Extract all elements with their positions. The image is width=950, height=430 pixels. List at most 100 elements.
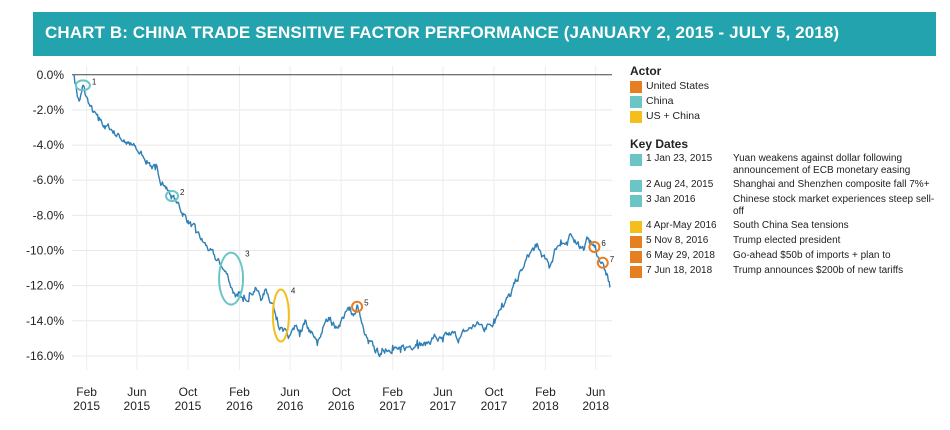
actor-label: US + China [646, 110, 700, 122]
x-tick-label: 2018 [582, 399, 609, 413]
keydate-date: Aug 24, 2015 [653, 179, 714, 190]
keydate-entry: 1 Jan 23, 2015 Yuan weakens against dolla… [630, 153, 940, 177]
keydate-label: 2 Aug 24, 2015 [646, 179, 733, 191]
keydate-swatch [630, 236, 642, 248]
legend-keydates-title: Key Dates [630, 137, 689, 151]
annotation-number: 4 [291, 287, 296, 296]
y-tick-label: -4.0% [33, 138, 65, 152]
keydate-number: 7 [646, 265, 652, 276]
keydate-entry: 2 Aug 24, 2015 Shanghai and Shenzhen comp… [630, 179, 940, 192]
x-tick-label: Jun [127, 385, 146, 399]
annotation-circle [271, 288, 290, 343]
annotation-circle [165, 190, 180, 203]
keydate-entry: 6 May 29, 2018 Go-ahead $50b of imports +… [630, 250, 940, 263]
actor-swatch [630, 111, 642, 123]
keydate-description: Trump elected president [733, 235, 841, 246]
keydate-label: 4 Apr-May 2016 [646, 220, 733, 232]
annotation-circle [218, 251, 245, 306]
legend-actor-title: Actor [630, 64, 662, 78]
x-tick-label: 2017 [379, 399, 406, 413]
keydate-swatch [630, 195, 642, 207]
keydate-label: 7 Jun 18, 2018 [646, 265, 733, 277]
keydate-date: Jan 23, 2015 [654, 153, 713, 164]
annotation-number: 5 [364, 299, 369, 308]
x-tick-label: Feb [535, 385, 556, 399]
annotation-circle [74, 79, 91, 92]
series-line [73, 74, 611, 358]
actor-list: United States China US + China [630, 80, 940, 123]
keydate-date: Jan 2016 [654, 194, 696, 205]
keydate-label: 5 Nov 8, 2016 [646, 235, 733, 247]
x-tick-label: 2016 [277, 399, 304, 413]
x-tick-label: 2015 [175, 399, 202, 413]
annotation-number: 3 [245, 250, 250, 259]
actor-entry: China [630, 95, 940, 108]
keydate-number: 2 [646, 179, 652, 190]
keydate-description: Yuan weakens against dollar following an… [733, 153, 911, 176]
keydate-entry: 3 Jan 2016 Chinese stock market experienc… [630, 194, 940, 218]
keydate-description: South China Sea tensions [733, 220, 849, 231]
x-tick-label: 2016 [226, 399, 253, 413]
keydate-description: Go-ahead $50b of imports + plan to [733, 250, 891, 261]
actor-label: China [646, 95, 674, 107]
keydate-swatch [630, 180, 642, 192]
keydate-swatch [630, 266, 642, 278]
x-tick-label: Oct [332, 385, 351, 399]
y-tick-label: -8.0% [33, 208, 65, 222]
keydate-swatch [630, 221, 642, 233]
keydate-list: 1 Jan 23, 2015 Yuan weakens against dolla… [630, 153, 940, 278]
title-banner: CHART B: CHINA TRADE SENSITIVE FACTOR PE… [33, 12, 936, 56]
keydate-entry: 7 Jun 18, 2018 Trump announces $200b of n… [630, 265, 940, 278]
keydate-number: 4 [646, 220, 652, 231]
y-tick-label: -2.0% [33, 103, 65, 117]
actor-label: United States [646, 80, 710, 92]
y-tick-label: -6.0% [33, 173, 65, 187]
x-tick-label: Jun [586, 385, 605, 399]
annotation-circle [596, 256, 609, 269]
keydate-label: 6 May 29, 2018 [646, 250, 733, 262]
y-tick-label: -16.0% [26, 349, 64, 363]
actor-entry: US + China [630, 110, 940, 123]
keydate-entry: 4 Apr-May 2016 South China Sea tensions [630, 220, 940, 233]
x-tick-label: Jun [433, 385, 452, 399]
annotation-circle [351, 300, 364, 313]
x-tick-label: 2015 [124, 399, 151, 413]
y-tick-label: -12.0% [26, 279, 64, 293]
legend: Actor United States China US + China Key D… [630, 64, 940, 278]
chart-title: CHART B: CHINA TRADE SENSITIVE FACTOR PE… [45, 23, 840, 42]
keydate-description: Trump announces $200b of new tariffs [733, 265, 904, 276]
line-chart: 0.0% -2.0% -4.0% -6.0% -8.0% -10.0% -12.0% -14.… [26, 66, 615, 413]
annotation-number: 7 [610, 255, 615, 264]
y-tick-label: -14.0% [26, 314, 64, 328]
x-tick-label: 2017 [481, 399, 508, 413]
y-tick-label: -10.0% [26, 244, 64, 258]
keydate-swatch [630, 154, 642, 166]
actor-entry: United States [630, 80, 940, 93]
keydate-number: 1 [646, 153, 652, 164]
keydate-number: 6 [646, 250, 652, 261]
keydate-entry: 5 Nov 8, 2016 Trump elected president [630, 235, 940, 248]
x-tick-label: Jun [280, 385, 299, 399]
annotation-circle [588, 240, 601, 253]
x-tick-label: Feb [382, 385, 403, 399]
x-tick-label: Oct [485, 385, 504, 399]
keydate-swatch [630, 251, 642, 263]
x-tick-label: 2018 [532, 399, 559, 413]
keydate-label: 1 Jan 23, 2015 [646, 153, 733, 165]
keydate-label: 3 Jan 2016 [646, 194, 733, 206]
actor-swatch [630, 96, 642, 108]
x-tick-label: 2015 [73, 399, 100, 413]
keydate-date: May 29, 2018 [654, 250, 715, 261]
annotation-number: 1 [92, 77, 97, 86]
keydate-description: Shanghai and Shenzhen composite fall 7%+ [733, 179, 930, 190]
actor-swatch [630, 81, 642, 93]
x-tick-label: Feb [76, 385, 97, 399]
keydate-date: Nov 8, 2016 [654, 235, 709, 246]
keydate-number: 5 [646, 235, 652, 246]
keydate-date: Apr-May 2016 [653, 220, 717, 231]
annotation-number: 2 [180, 188, 185, 197]
x-tick-label: Oct [179, 385, 198, 399]
y-tick-label: 0.0% [37, 68, 65, 82]
x-tick-label: Feb [229, 385, 250, 399]
annotation-number: 6 [601, 239, 606, 248]
